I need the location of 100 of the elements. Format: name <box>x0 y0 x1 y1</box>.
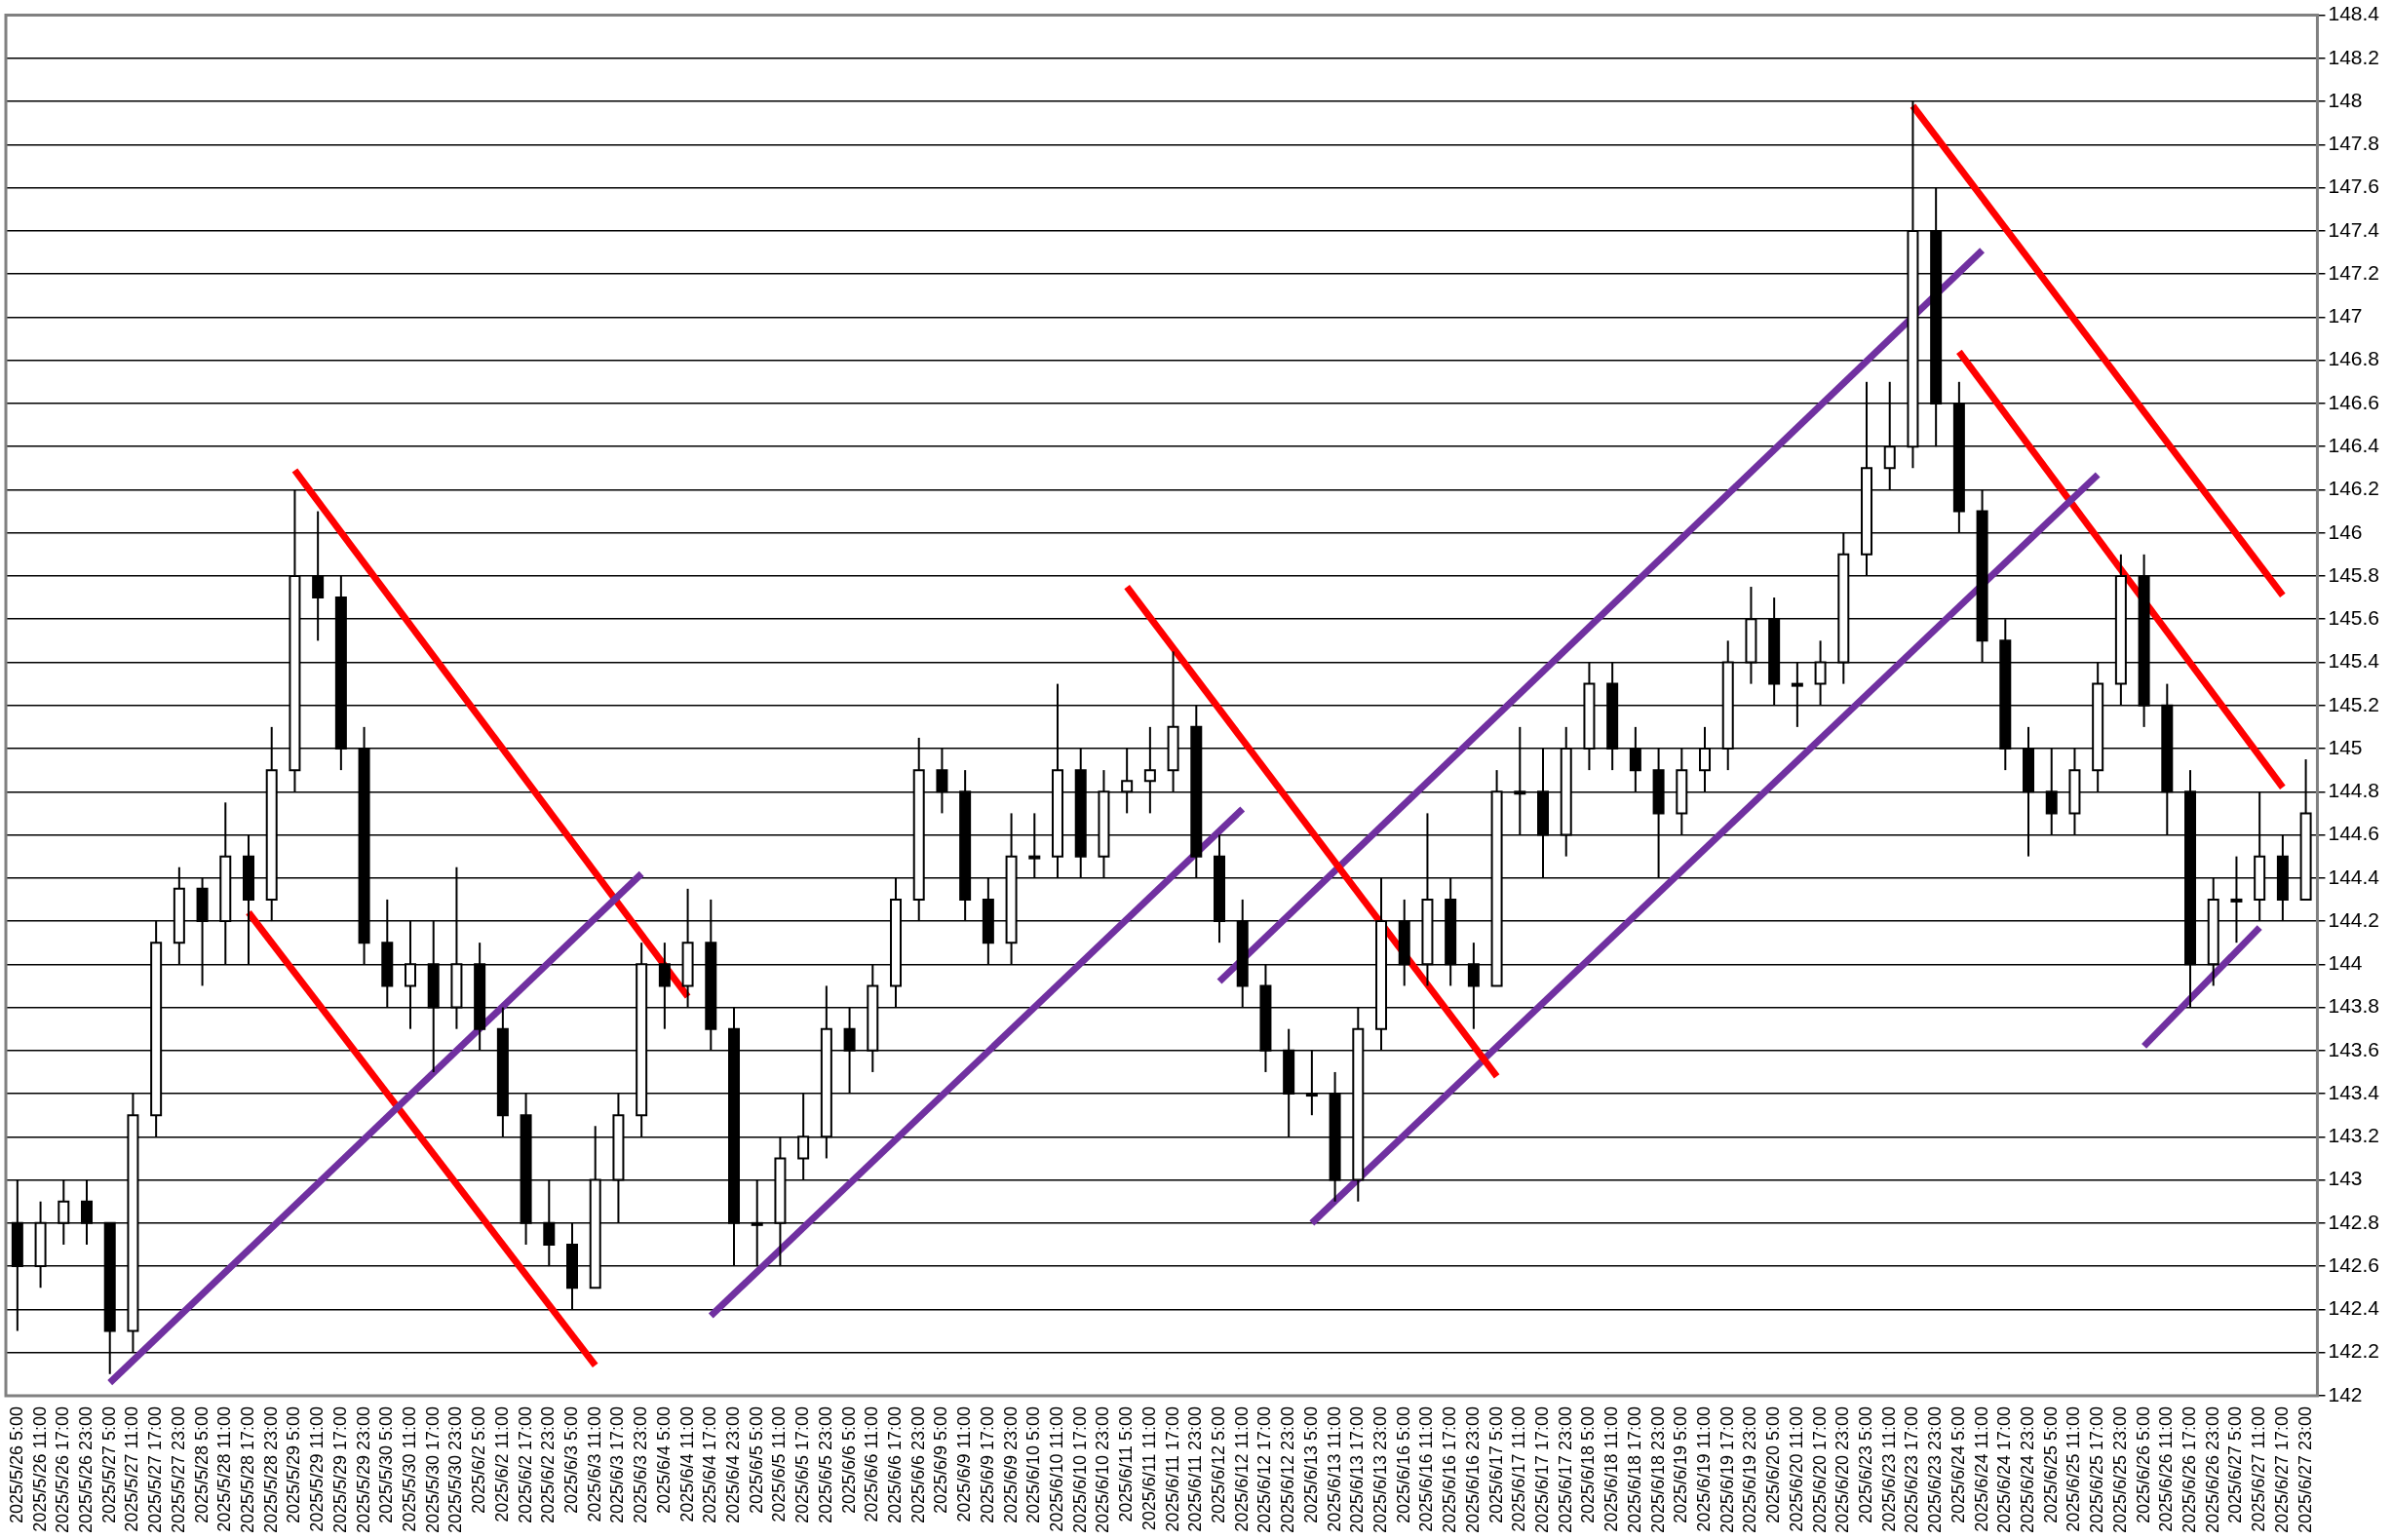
x-tick-label: 2025/6/3 5:00 <box>560 1405 581 1514</box>
x-tick-label: 2025/6/2 5:00 <box>469 1405 489 1514</box>
x-tick-label: 2025/6/25 11:00 <box>2064 1405 2084 1532</box>
x-tick-label: 2025/5/29 11:00 <box>307 1405 328 1532</box>
y-tick-label: 142.6 <box>2328 1252 2380 1276</box>
x-tick-label: 2025/6/11 17:00 <box>1162 1405 1182 1532</box>
y-tick-label: 145.2 <box>2328 692 2380 715</box>
x-tick-label: 2025/5/30 23:00 <box>445 1405 466 1533</box>
x-tick-label: 2025/6/19 5:00 <box>1671 1405 1691 1523</box>
x-tick-label: 2025/6/3 23:00 <box>631 1405 651 1523</box>
x-tick-label: 2025/6/18 11:00 <box>1601 1405 1622 1532</box>
y-tick-label: 146.4 <box>2328 433 2380 456</box>
x-tick-label: 2025/6/6 17:00 <box>884 1405 905 1523</box>
x-tick-label: 2025/6/12 17:00 <box>1254 1405 1275 1533</box>
x-tick-label: 2025/5/27 17:00 <box>145 1405 166 1533</box>
x-tick-label: 2025/6/10 17:00 <box>1069 1405 1090 1533</box>
x-tick-label: 2025/6/5 5:00 <box>746 1405 766 1514</box>
x-tick-label: 2025/6/25 23:00 <box>2109 1405 2130 1533</box>
x-tick-label: 2025/6/27 5:00 <box>2225 1405 2246 1523</box>
x-tick-label: 2025/6/19 17:00 <box>1717 1405 1737 1533</box>
x-tick-label: 2025/6/12 5:00 <box>1208 1405 1228 1523</box>
y-tick-label: 146 <box>2328 520 2363 543</box>
x-tick-label: 2025/6/4 17:00 <box>700 1405 720 1523</box>
x-tick-label: 2025/6/17 23:00 <box>1555 1405 1575 1533</box>
x-tick-label: 2025/6/3 11:00 <box>584 1405 604 1522</box>
x-tick-label: 2025/6/11 5:00 <box>1116 1405 1137 1522</box>
x-tick-label: 2025/6/5 23:00 <box>815 1405 835 1523</box>
y-tick-label: 148.4 <box>2328 2 2380 25</box>
x-tick-label: 2025/6/2 17:00 <box>515 1405 535 1523</box>
x-tick-label: 2025/6/9 5:00 <box>931 1405 951 1514</box>
y-tick-label: 147.6 <box>2328 174 2380 198</box>
x-tick-label: 2025/6/24 5:00 <box>1948 1405 1968 1523</box>
x-tick-label: 2025/5/26 17:00 <box>53 1405 73 1533</box>
x-tick-label: 2025/6/3 17:00 <box>607 1405 628 1523</box>
x-tick-label: 2025/6/13 17:00 <box>1347 1405 1368 1533</box>
x-tick-label: 2025/6/9 17:00 <box>977 1405 997 1523</box>
y-tick-label: 144.4 <box>2328 865 2380 888</box>
y-tick-label: 144.2 <box>2328 907 2380 931</box>
y-tick-label: 143.2 <box>2328 1124 2380 1147</box>
x-tick-label: 2025/6/26 23:00 <box>2202 1405 2222 1533</box>
x-tick-label: 2025/5/29 5:00 <box>284 1405 304 1523</box>
x-tick-label: 2025/6/6 11:00 <box>862 1405 882 1522</box>
x-tick-label: 2025/6/23 17:00 <box>1902 1405 1922 1533</box>
x-tick-label: 2025/6/11 11:00 <box>1138 1405 1159 1531</box>
x-tick-label: 2025/5/27 5:00 <box>98 1405 119 1523</box>
x-tick-label: 2025/6/2 23:00 <box>538 1405 559 1523</box>
x-tick-label: 2025/6/23 5:00 <box>1855 1405 1875 1523</box>
x-tick-label: 2025/6/18 23:00 <box>1647 1405 1668 1533</box>
x-tick-label: 2025/6/23 11:00 <box>1878 1405 1899 1532</box>
y-tick-label: 148 <box>2328 88 2363 111</box>
y-tick-label: 146.6 <box>2328 390 2380 413</box>
x-tick-label: 2025/6/27 11:00 <box>2249 1405 2269 1532</box>
y-tick-label: 142 <box>2328 1382 2363 1405</box>
x-tick-label: 2025/6/5 11:00 <box>769 1405 790 1522</box>
y-tick-label: 145.6 <box>2328 606 2380 630</box>
x-tick-label: 2025/6/10 5:00 <box>1023 1405 1044 1523</box>
x-tick-label: 2025/6/25 17:00 <box>2087 1405 2107 1533</box>
x-tick-label: 2025/6/16 11:00 <box>1416 1405 1437 1532</box>
x-tick-label: 2025/5/30 5:00 <box>376 1405 397 1523</box>
x-tick-label: 2025/6/27 23:00 <box>2295 1405 2315 1533</box>
y-tick-label: 145 <box>2328 735 2363 758</box>
x-tick-label: 2025/6/11 23:00 <box>1185 1405 1206 1532</box>
y-tick-label: 145.8 <box>2328 562 2380 586</box>
x-tick-label: 2025/6/27 17:00 <box>2271 1405 2292 1533</box>
x-tick-label: 2025/6/16 17:00 <box>1440 1405 1460 1533</box>
x-tick-label: 2025/6/19 11:00 <box>1693 1405 1714 1532</box>
x-tick-label: 2025/5/28 17:00 <box>237 1405 257 1533</box>
x-tick-label: 2025/6/24 23:00 <box>2017 1405 2037 1533</box>
y-tick-label: 144.6 <box>2328 822 2380 845</box>
x-tick-label: 2025/5/28 11:00 <box>214 1405 235 1532</box>
y-tick-label: 143 <box>2328 1167 2363 1190</box>
x-tick-label: 2025/5/26 11:00 <box>29 1405 50 1532</box>
x-tick-label: 2025/6/13 5:00 <box>1300 1405 1321 1523</box>
x-tick-label: 2025/6/20 23:00 <box>1833 1405 1853 1533</box>
x-tick-label: 2025/6/17 11:00 <box>1509 1405 1529 1532</box>
y-tick-label: 142.2 <box>2328 1339 2380 1363</box>
x-tick-label: 2025/5/26 23:00 <box>75 1405 96 1533</box>
y-tick-label: 146.2 <box>2328 477 2380 500</box>
y-tick-label: 142.8 <box>2328 1210 2380 1233</box>
x-tick-label: 2025/6/4 11:00 <box>676 1405 697 1522</box>
x-tick-label: 2025/5/28 5:00 <box>191 1405 212 1523</box>
y-tick-label: 144 <box>2328 951 2363 975</box>
y-tick-label: 144.8 <box>2328 779 2380 802</box>
x-tick-label: 2025/6/12 11:00 <box>1231 1405 1252 1532</box>
y-tick-label: 147 <box>2328 304 2363 327</box>
y-tick-label: 143.8 <box>2328 994 2380 1018</box>
x-tick-label: 2025/5/29 23:00 <box>353 1405 373 1533</box>
x-tick-label: 2025/5/27 11:00 <box>122 1405 142 1532</box>
x-tick-label: 2025/5/29 17:00 <box>329 1405 350 1533</box>
y-tick-label: 147.8 <box>2328 132 2380 155</box>
y-tick-label: 146.8 <box>2328 347 2380 370</box>
x-tick-label: 2025/6/10 23:00 <box>1093 1405 1113 1533</box>
x-tick-label: 2025/6/24 17:00 <box>1994 1405 2015 1533</box>
x-tick-label: 2025/6/4 5:00 <box>653 1405 674 1514</box>
y-tick-label: 142.4 <box>2328 1296 2380 1320</box>
x-tick-label: 2025/5/28 23:00 <box>260 1405 281 1533</box>
x-tick-label: 2025/6/16 5:00 <box>1393 1405 1413 1523</box>
x-tick-label: 2025/6/5 17:00 <box>792 1405 813 1523</box>
x-tick-label: 2025/6/25 5:00 <box>2040 1405 2061 1523</box>
x-tick-label: 2025/5/26 5:00 <box>6 1405 26 1523</box>
